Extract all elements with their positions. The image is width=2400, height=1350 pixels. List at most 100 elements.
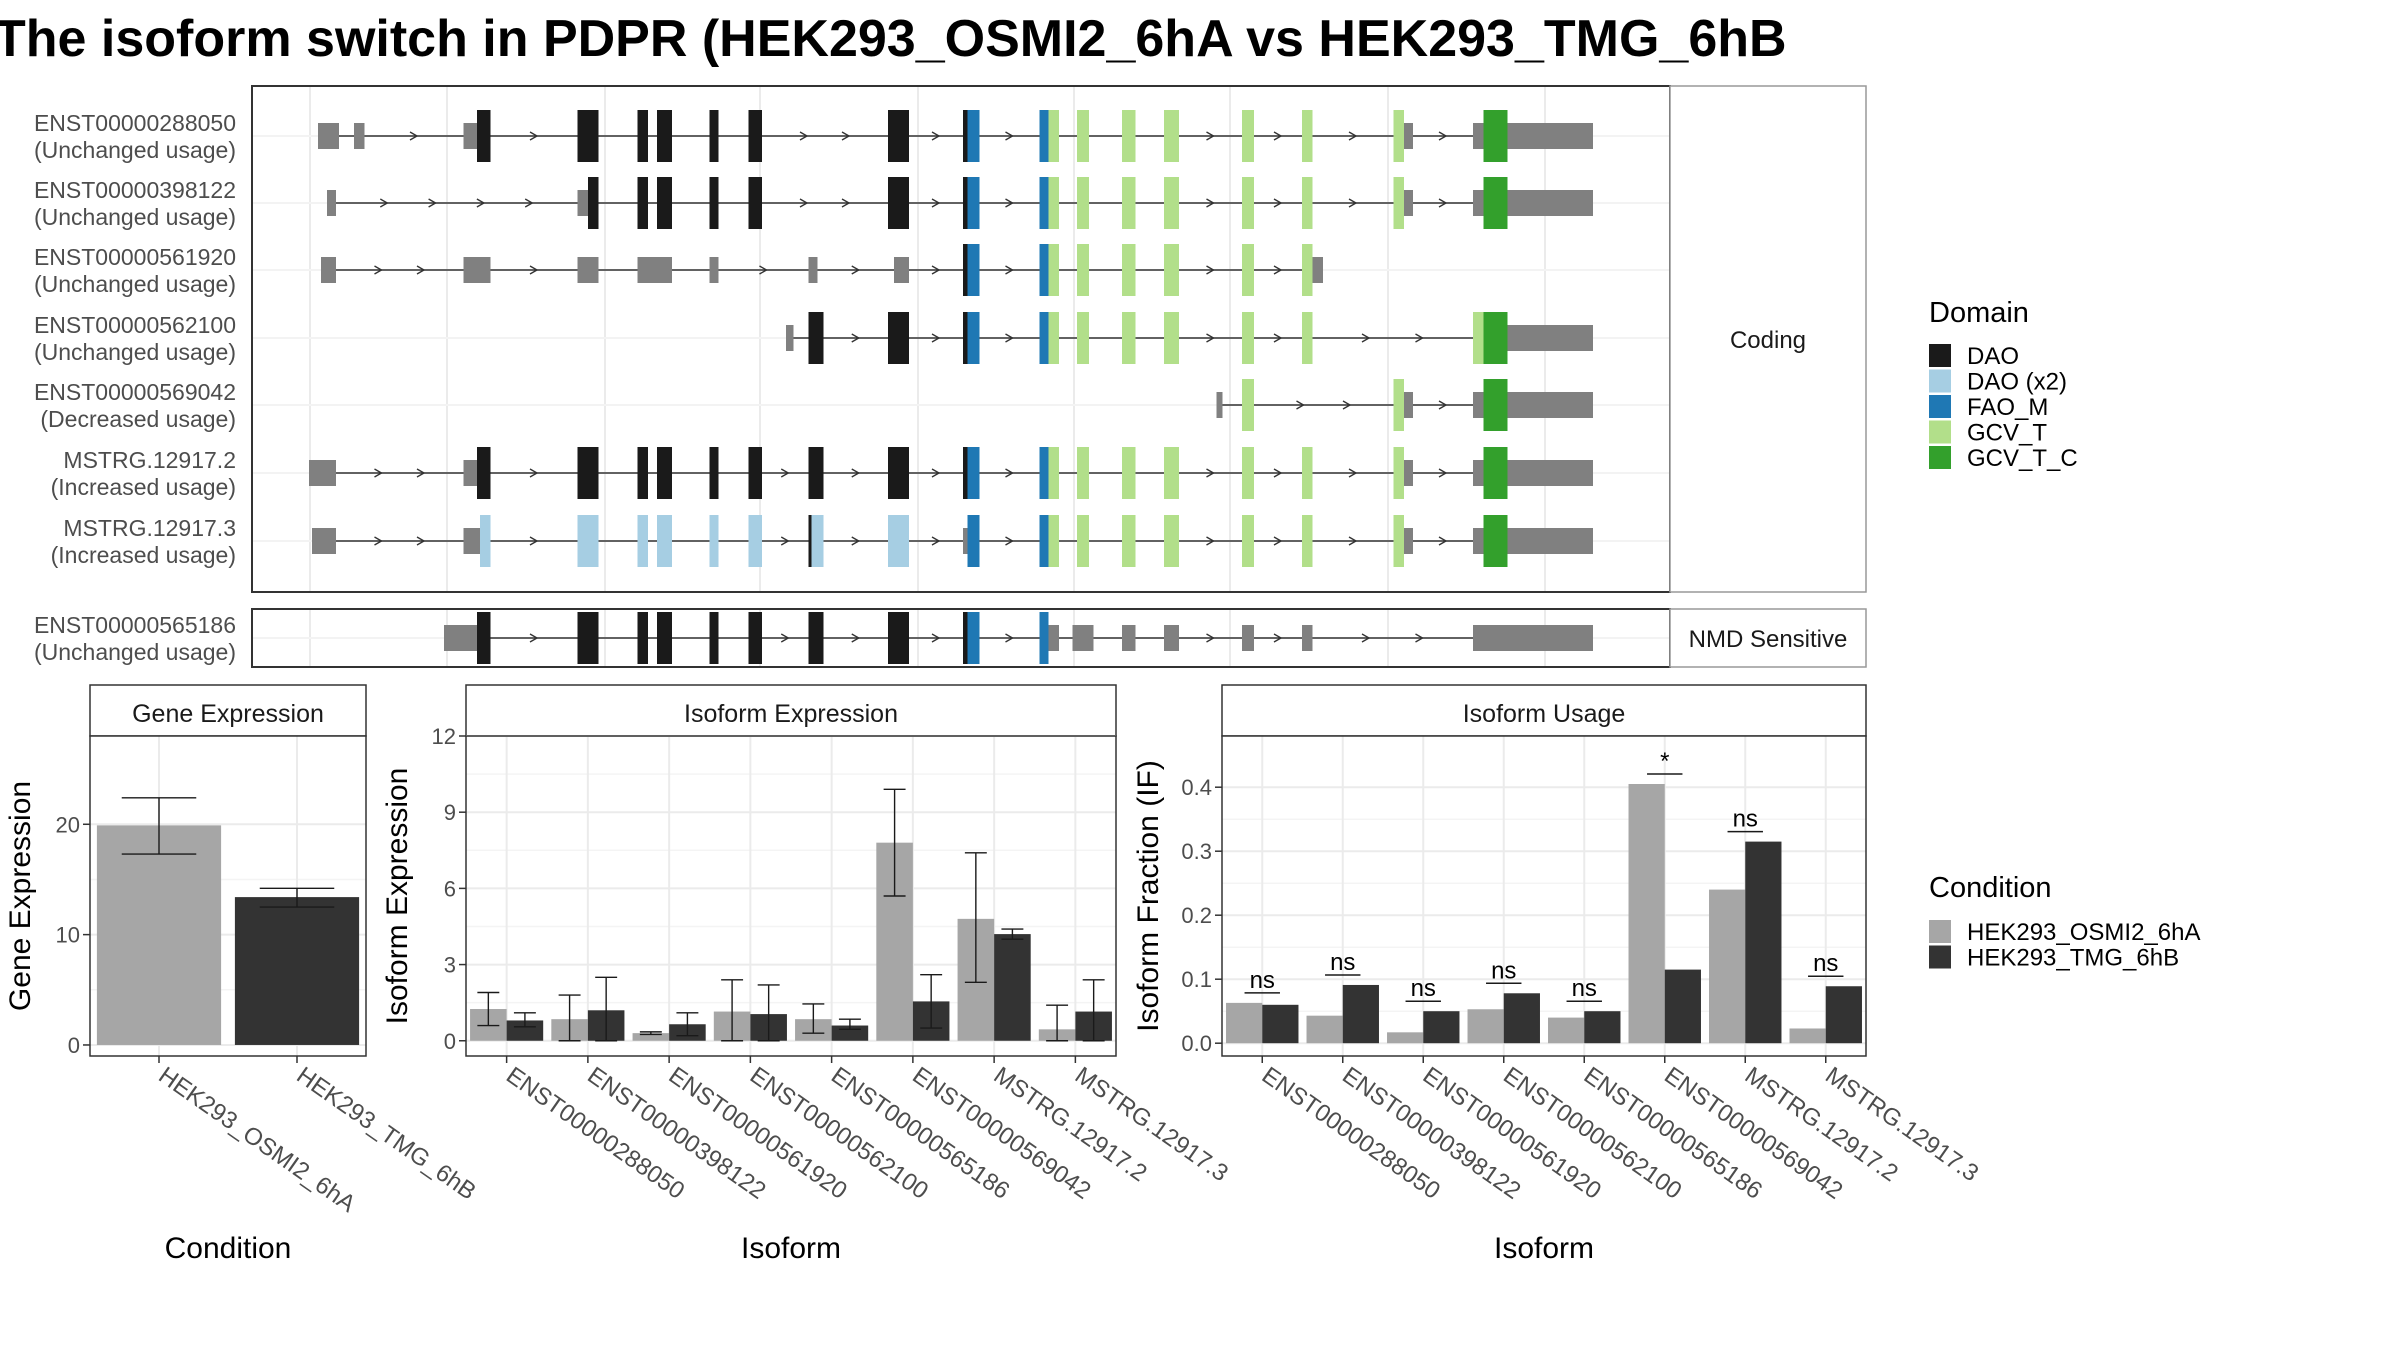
y-tick-label: 0 <box>68 1033 80 1058</box>
transcript-id: MSTRG.12917.2 <box>63 447 236 473</box>
panel-strip <box>1669 608 1867 668</box>
transcript-usage: (Increased usage) <box>51 542 236 568</box>
exon <box>577 515 599 567</box>
exon <box>477 612 491 664</box>
y-tick-label: 0.2 <box>1181 903 1212 928</box>
transcript-row: ENST00000561920(Unchanged usage) <box>34 244 1323 297</box>
exon <box>967 447 980 499</box>
condition-legend-swatch <box>1929 945 1951 969</box>
exon <box>1242 177 1254 229</box>
intron-arrow <box>1438 400 1448 410</box>
exon <box>1393 379 1404 431</box>
domain-legend-swatch <box>1929 395 1951 418</box>
exon <box>637 515 648 567</box>
panel-strip-label: NMD Sensitive <box>1689 626 1848 653</box>
exon <box>637 110 648 162</box>
exon <box>1302 244 1313 296</box>
exon <box>709 515 719 567</box>
intron-arrow <box>529 131 539 141</box>
exon <box>967 177 980 229</box>
intron-arrow <box>529 536 539 546</box>
y-axis-title: Gene Expression <box>4 781 37 1011</box>
intron-arrow <box>931 536 941 546</box>
gene-expression-chart: Gene Expression01020HEK293_OSMI2_6hAHEK2… <box>4 684 481 1265</box>
intron-arrow <box>1206 131 1215 141</box>
exon <box>477 447 491 499</box>
bar <box>506 1020 544 1041</box>
exon <box>808 515 812 567</box>
significance-label: ns <box>1813 950 1838 977</box>
exon <box>1507 528 1593 554</box>
domain-legend-swatch <box>1929 344 1951 367</box>
exon <box>1473 312 1484 364</box>
exon <box>1483 379 1508 431</box>
bar <box>1387 1032 1424 1044</box>
domain-legend-label: GCV_T <box>1967 420 2047 447</box>
intron-arrow <box>799 131 809 141</box>
y-tick-label: 20 <box>56 812 80 837</box>
intron-arrow <box>931 633 941 643</box>
exon <box>1393 447 1404 499</box>
plot-border <box>465 735 1117 1057</box>
intron-arrow <box>1005 468 1014 478</box>
exon <box>1404 392 1413 418</box>
intron-arrow <box>1348 131 1358 141</box>
transcript-id: ENST00000565186 <box>34 612 236 638</box>
exon <box>1507 392 1593 418</box>
intron-arrow <box>1273 131 1283 141</box>
y-tick-label: 0.3 <box>1181 839 1212 864</box>
exon <box>463 460 477 486</box>
intron-arrow <box>1348 198 1358 208</box>
x-axis-title: Isoform <box>741 1232 841 1265</box>
y-tick-label: 0.0 <box>1181 1031 1212 1056</box>
exon <box>1077 515 1089 567</box>
x-axis-title: Isoform <box>1494 1232 1594 1265</box>
chart-title: Gene Expression <box>132 700 324 728</box>
exon <box>709 612 719 664</box>
intron-arrow <box>1005 536 1014 546</box>
intron-arrow <box>416 536 426 546</box>
transcript-id: ENST00000288050 <box>34 110 236 136</box>
exon <box>808 447 824 499</box>
isoform-expression-chart: Isoform Expression036912ENST00000288050E… <box>381 684 1233 1265</box>
intron-arrow <box>1438 198 1448 208</box>
exon <box>1039 447 1049 499</box>
intron-arrow <box>524 198 534 208</box>
exon <box>1473 190 1484 216</box>
exon <box>657 515 672 567</box>
intron-arrow <box>529 633 539 643</box>
transcript-usage: (Increased usage) <box>51 474 236 500</box>
exon <box>1507 460 1593 486</box>
domain-legend-label: DAO <box>1967 343 2019 370</box>
exon <box>318 123 339 149</box>
significance-label: ns <box>1572 975 1597 1002</box>
exon <box>888 515 909 567</box>
exon <box>444 625 477 651</box>
exon <box>1216 392 1223 418</box>
intron-arrow <box>416 265 426 275</box>
exon <box>967 244 980 296</box>
exon <box>1483 312 1508 364</box>
bar <box>1342 984 1379 1044</box>
exon <box>637 447 648 499</box>
condition-legend-swatch <box>1929 920 1951 943</box>
exon <box>709 447 719 499</box>
exon <box>748 110 762 162</box>
intron-arrow <box>780 468 790 478</box>
exon <box>1404 528 1413 554</box>
domain-legend-label: GCV_T_C <box>1967 445 2078 472</box>
exon <box>808 312 824 364</box>
exon <box>1312 257 1323 283</box>
bar <box>1306 1015 1343 1044</box>
exon <box>1039 177 1049 229</box>
exon <box>1039 612 1049 664</box>
intron-arrow <box>416 468 426 478</box>
exon <box>1164 177 1179 229</box>
exon <box>1077 110 1089 162</box>
exon <box>1483 515 1508 567</box>
exon <box>1048 515 1059 567</box>
exon <box>657 612 672 664</box>
exon <box>657 177 672 229</box>
